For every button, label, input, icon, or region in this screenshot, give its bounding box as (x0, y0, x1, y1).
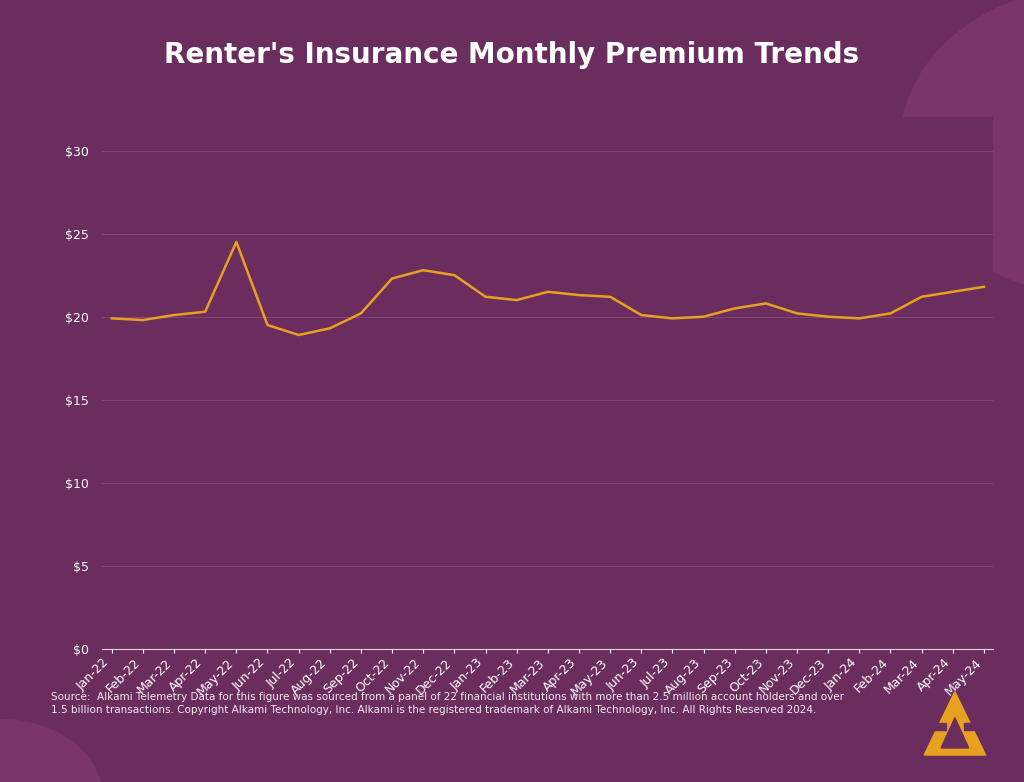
Polygon shape (941, 718, 969, 748)
Polygon shape (965, 723, 976, 730)
Text: Renter's Insurance Monthly Premium Trends: Renter's Insurance Monthly Premium Trend… (165, 41, 859, 69)
Polygon shape (924, 691, 985, 755)
Polygon shape (934, 723, 946, 730)
Text: Source:  Alkami Telemetry Data for this figure was sourced from a panel of 22 fi: Source: Alkami Telemetry Data for this f… (51, 692, 844, 716)
